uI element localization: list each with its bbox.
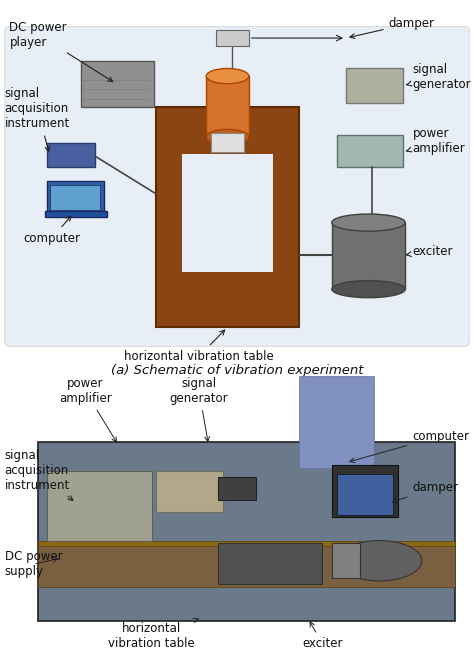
Ellipse shape (337, 541, 422, 581)
FancyBboxPatch shape (216, 30, 249, 46)
FancyBboxPatch shape (218, 543, 322, 584)
FancyBboxPatch shape (182, 154, 273, 272)
Text: signal
acquisition
instrument: signal acquisition instrument (5, 87, 70, 152)
FancyBboxPatch shape (156, 106, 299, 327)
Text: damper: damper (350, 16, 435, 39)
FancyBboxPatch shape (211, 133, 244, 152)
Text: horizontal
vibration table: horizontal vibration table (108, 619, 199, 650)
Text: (a) Schematic of vibration experiment: (a) Schematic of vibration experiment (111, 363, 363, 377)
FancyBboxPatch shape (50, 185, 100, 210)
FancyBboxPatch shape (38, 546, 455, 586)
Ellipse shape (206, 129, 249, 144)
Text: exciter: exciter (406, 245, 453, 258)
FancyBboxPatch shape (47, 471, 152, 541)
FancyBboxPatch shape (346, 68, 403, 103)
Ellipse shape (332, 214, 405, 231)
Text: power
amplifier: power amplifier (59, 377, 117, 442)
Text: power
amplifier: power amplifier (407, 127, 465, 155)
Text: signal
generator: signal generator (407, 62, 471, 91)
Text: exciter: exciter (302, 622, 343, 650)
FancyBboxPatch shape (47, 180, 104, 213)
FancyBboxPatch shape (337, 135, 403, 167)
Ellipse shape (206, 68, 249, 84)
FancyBboxPatch shape (47, 143, 95, 167)
FancyBboxPatch shape (156, 471, 223, 512)
FancyBboxPatch shape (299, 376, 374, 468)
Text: signal
generator: signal generator (170, 377, 228, 441)
Text: computer: computer (24, 216, 81, 245)
Text: DC power
player: DC power player (9, 20, 113, 81)
Text: DC power
supply: DC power supply (5, 550, 63, 578)
FancyBboxPatch shape (5, 27, 469, 346)
Text: signal
acquisition
instrument: signal acquisition instrument (5, 449, 73, 501)
Ellipse shape (332, 281, 405, 298)
FancyBboxPatch shape (38, 541, 455, 549)
Text: damper: damper (392, 482, 458, 502)
FancyBboxPatch shape (218, 477, 256, 500)
FancyBboxPatch shape (332, 466, 398, 518)
FancyBboxPatch shape (81, 61, 154, 106)
FancyBboxPatch shape (38, 442, 455, 621)
Text: computer: computer (350, 430, 469, 462)
FancyBboxPatch shape (332, 543, 360, 578)
Text: horizontal vibration table: horizontal vibration table (124, 330, 274, 363)
FancyBboxPatch shape (337, 474, 393, 514)
FancyBboxPatch shape (206, 76, 249, 137)
FancyBboxPatch shape (45, 211, 107, 217)
FancyBboxPatch shape (332, 222, 405, 289)
